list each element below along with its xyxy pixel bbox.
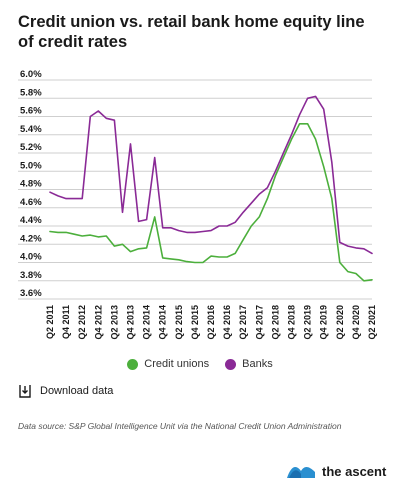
line-chart: 6.0% 5.8% 5.6% 5.4% 5.2% 5.0% 4.8% 4.6% 4.4% 4.2%… [18, 69, 377, 340]
legend-swatch-banks [225, 358, 237, 370]
download-data-label: Download data [40, 385, 114, 397]
series-line-banks [49, 95, 373, 255]
chart-title: Credit union vs. retail bank home equity… [18, 13, 365, 51]
x-tick-label: Q4 2012 [93, 305, 103, 340]
x-tick-label: Q2 2015 [174, 305, 184, 340]
series-line-credit-unions [49, 123, 373, 282]
y-tick-label: 4.0% [20, 252, 42, 263]
y-tick-label: 4.2% [20, 233, 42, 244]
y-tick-label: 5.6% [20, 106, 42, 117]
x-tick-label: Q4 2015 [190, 305, 200, 340]
x-tick-label: Q4 2011 [61, 305, 71, 339]
download-icon [19, 385, 31, 398]
legend-label-credit-unions: Credit unions [144, 358, 210, 370]
x-tick-label: Q2 2018 [270, 305, 280, 340]
x-tick-label: Q2 2011 [45, 305, 55, 339]
y-tick-label: 3.6% [20, 288, 42, 299]
legend-label-banks: Banks [242, 358, 273, 370]
chart-legend: Credit unions Banks [0, 358, 400, 370]
x-tick-label: Q4 2017 [254, 305, 264, 340]
legend-item-banks[interactable]: Banks [225, 358, 273, 370]
y-tick-label: 5.0% [20, 160, 42, 171]
x-tick-label: Q4 2016 [222, 305, 232, 340]
x-tick-label: Q2 2017 [238, 305, 248, 340]
x-tick-label: Q4 2018 [287, 305, 297, 340]
legend-item-credit-unions[interactable]: Credit unions [127, 358, 209, 370]
y-tick-label: 4.6% [20, 197, 42, 208]
x-tick-label: Q4 2020 [351, 305, 361, 340]
y-tick-label: 6.0% [20, 69, 42, 80]
x-tick-label: Q2 2016 [206, 305, 216, 340]
y-tick-label: 4.8% [20, 179, 42, 190]
data-source-note: Data source: S&P Global Intelligence Uni… [18, 421, 342, 431]
x-tick-label: Q4 2014 [158, 305, 168, 340]
x-tick-label: Q2 2013 [109, 305, 119, 340]
x-tick-label: Q2 2021 [367, 305, 377, 340]
x-tick-label: Q4 2013 [126, 305, 136, 340]
y-tick-label: 5.4% [20, 124, 42, 135]
download-data-button[interactable]: Download data [18, 384, 113, 398]
x-tick-label: Q2 2020 [335, 305, 345, 340]
x-tick-label: Q2 2019 [303, 305, 313, 340]
x-tick-label: Q2 2014 [142, 305, 152, 340]
legend-swatch-credit-unions [127, 358, 139, 370]
y-tick-label: 5.2% [20, 142, 42, 153]
logo-text: the ascent [322, 463, 387, 479]
the-ascent-logo[interactable]: the ascent [286, 462, 386, 480]
wave-logo-icon [287, 466, 315, 478]
x-tick-label: Q2 2012 [77, 305, 87, 340]
x-tick-label: Q4 2019 [319, 305, 329, 340]
y-tick-label: 5.8% [20, 87, 42, 98]
y-tick-label: 3.8% [20, 270, 42, 281]
y-tick-label: 4.4% [20, 215, 42, 226]
